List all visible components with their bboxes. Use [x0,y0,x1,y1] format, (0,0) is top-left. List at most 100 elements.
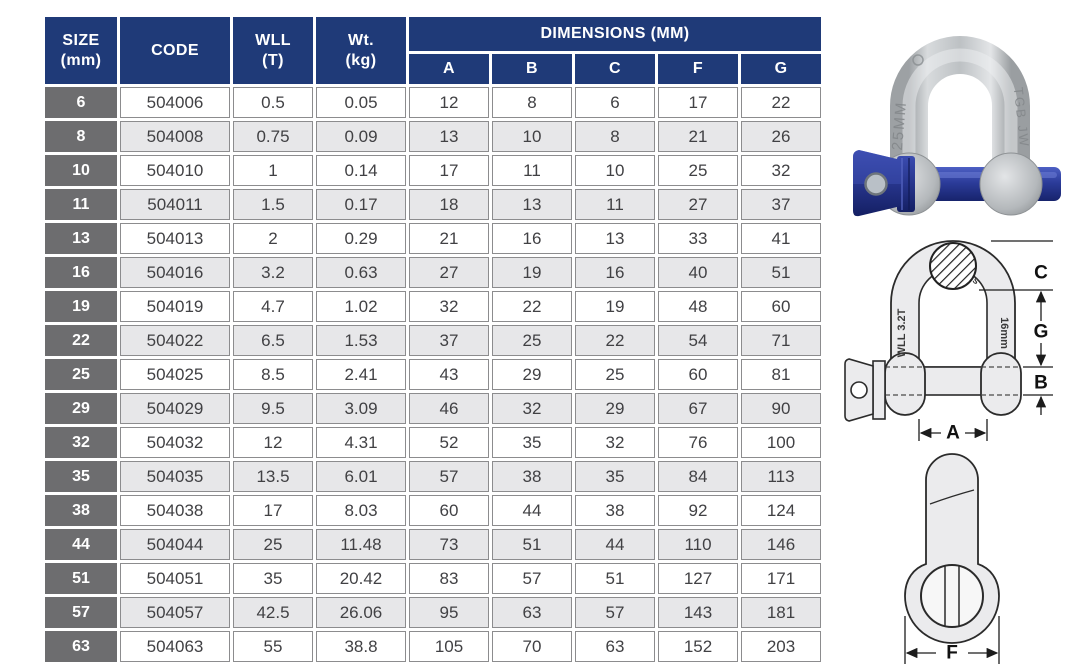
cell-dim-a: 83 [409,563,489,594]
cell-code: 504019 [120,291,230,322]
cell-dim-a: 46 [409,393,489,424]
cell-code: 504032 [120,427,230,458]
cell-dim-b: 13 [492,189,572,220]
header-line: (T) [262,51,284,69]
cell-dim-a: 105 [409,631,489,662]
cell-wt: 20.42 [316,563,406,594]
cell-dim-a: 13 [409,121,489,152]
cell-wt: 0.17 [316,189,406,220]
cell-wll: 1.5 [233,189,313,220]
cell-dim-b: 51 [492,529,572,560]
cell-dim-g: 71 [741,325,821,356]
cell-dim-f: 84 [658,461,738,492]
cell-size: 8 [45,121,117,152]
cell-dim-b: 29 [492,359,572,390]
embossed-marking-left: 25MM [889,100,910,151]
cell-wll: 1 [233,155,313,186]
cell-wll: 17 [233,495,313,526]
cell-size: 19 [45,291,117,322]
header-dim-a: A [409,54,489,84]
cell-dim-b: 11 [492,155,572,186]
cell-code: 504035 [120,461,230,492]
cell-code: 504006 [120,87,230,118]
cell-dim-c: 44 [575,529,655,560]
cell-code: 504016 [120,257,230,288]
dim-label-c: C [1034,263,1048,284]
cell-wt: 1.02 [316,291,406,322]
cell-dim-a: 60 [409,495,489,526]
pin-head [853,150,915,217]
table-row: 19 504019 4.7 1.02 32 22 19 48 60 [45,291,821,322]
dimension-lines [904,616,1000,664]
table-row: 63 504063 55 38.8 105 70 63 152 203 [45,631,821,662]
cell-dim-a: 17 [409,155,489,186]
header-dim-f: F [658,54,738,84]
cell-wll: 3.2 [233,257,313,288]
cell-dim-b: 25 [492,325,572,356]
cell-code: 504010 [120,155,230,186]
cell-size: 63 [45,631,117,662]
drawing-wll-marking: WLL 3.2T [896,308,908,357]
d-shackle-photo-image: 25MM TGB JW [853,36,1061,217]
cell-wll: 0.75 [233,121,313,152]
cell-dim-f: 127 [658,563,738,594]
cell-dim-b: 63 [492,597,572,628]
dim-label-b: B [1034,373,1048,394]
table-row: 32 504032 12 4.31 52 35 32 76 100 [45,427,821,458]
cell-wt: 38.8 [316,631,406,662]
cell-dim-g: 203 [741,631,821,662]
cell-dim-f: 25 [658,155,738,186]
table-row: 57 504057 42.5 26.06 95 63 57 143 181 [45,597,821,628]
cell-dim-a: 73 [409,529,489,560]
table-row: 16 504016 3.2 0.63 27 19 16 40 51 [45,257,821,288]
cell-dim-b: 16 [492,223,572,254]
cell-dim-a: 21 [409,223,489,254]
cell-wt: 1.53 [316,325,406,356]
cell-size: 13 [45,223,117,254]
cell-dim-f: 27 [658,189,738,220]
table-row: 22 504022 6.5 1.53 37 25 22 54 71 [45,325,821,356]
cell-dim-g: 37 [741,189,821,220]
table-row: 38 504038 17 8.03 60 44 38 92 124 [45,495,821,526]
cell-wt: 0.63 [316,257,406,288]
cell-size: 25 [45,359,117,390]
cell-wt: 4.31 [316,427,406,458]
cell-dim-b: 22 [492,291,572,322]
cell-size: 51 [45,563,117,594]
cell-dim-g: 113 [741,461,821,492]
top-edge-line [929,489,975,505]
cell-size: 10 [45,155,117,186]
cell-dim-c: 35 [575,461,655,492]
cell-dim-g: 41 [741,223,821,254]
cell-dim-a: 57 [409,461,489,492]
cell-dim-c: 13 [575,223,655,254]
cell-wt: 0.05 [316,87,406,118]
header-line: Wt. [347,31,375,49]
cell-dim-f: 21 [658,121,738,152]
cell-dim-a: 52 [409,427,489,458]
drawing-eyes [884,352,1022,416]
cell-dim-c: 16 [575,257,655,288]
table-row: 13 504013 2 0.29 21 16 13 33 41 [45,223,821,254]
cell-dim-c: 63 [575,631,655,662]
header-size: SIZE (mm) [45,17,117,84]
front-drawing-image: WLL 3.2T 16mm s C G B A [844,240,1053,444]
header-line: WLL [255,31,291,49]
table-row: 8 504008 0.75 0.09 13 10 8 21 26 [45,121,821,152]
cell-size: 11 [45,189,117,220]
cell-dim-f: 54 [658,325,738,356]
header-line: (mm) [60,51,102,69]
cell-dim-g: 146 [741,529,821,560]
cell-wll: 0.5 [233,87,313,118]
dim-label-g: G [1034,322,1049,343]
cell-dim-a: 18 [409,189,489,220]
cell-dim-a: 95 [409,597,489,628]
table-row: 6 504006 0.5 0.05 12 8 6 17 22 [45,87,821,118]
cell-dim-g: 181 [741,597,821,628]
dim-label-a: A [946,423,960,444]
cell-size: 32 [45,427,117,458]
cell-code: 504011 [120,189,230,220]
cell-dim-f: 48 [658,291,738,322]
table-row: 11 504011 1.5 0.17 18 13 11 27 37 [45,189,821,220]
cell-wt: 2.41 [316,359,406,390]
